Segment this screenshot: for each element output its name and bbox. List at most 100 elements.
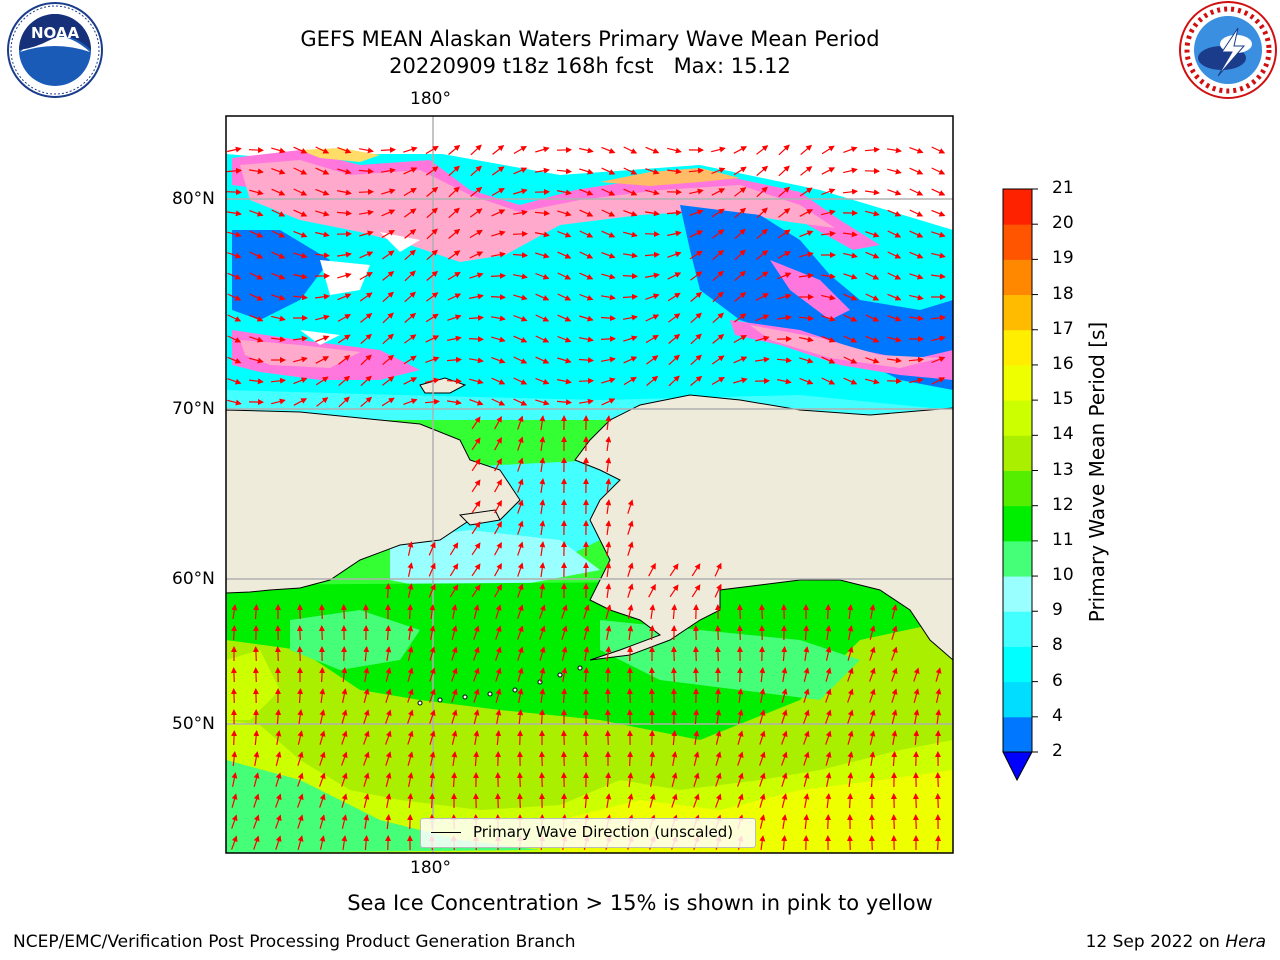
- wave-arrow: [712, 291, 724, 303]
- credit-right: 12 Sep 2022 on Hera: [940, 932, 1266, 952]
- wave-arrow: [337, 334, 351, 344]
- wave-arrow: [407, 646, 414, 661]
- wave-arrow: [363, 772, 370, 787]
- wave-arrow: [582, 730, 589, 746]
- wave-arrow: [891, 646, 898, 661]
- wave-arrow: [887, 251, 902, 259]
- wave-arrow: [275, 772, 282, 787]
- wave-arrow: [425, 377, 440, 384]
- wave-arrow: [865, 357, 880, 364]
- wave-arrow: [249, 293, 264, 301]
- wave-arrow: [473, 646, 480, 661]
- wave-arrow: [297, 772, 304, 787]
- wave-arrow: [403, 377, 418, 385]
- wave-arrow: [469, 251, 484, 259]
- wave-arrow: [449, 542, 459, 556]
- wave-arrow: [623, 335, 638, 342]
- wave-arrow: [275, 751, 282, 766]
- wave-arrow: [601, 252, 616, 259]
- wave-arrow: [512, 273, 528, 280]
- wave-arrow: [425, 313, 439, 323]
- wave-arrow: [778, 208, 791, 218]
- wave-arrow: [426, 292, 439, 302]
- wave-arrow: [821, 188, 836, 196]
- wave-arrow: [513, 398, 528, 406]
- wave-arrow: [557, 357, 572, 364]
- colorbar-segment: [1003, 540, 1032, 577]
- wave-arrow: [690, 354, 702, 366]
- wave-arrow: [337, 272, 352, 279]
- wave-arrow: [449, 584, 459, 598]
- wave-arrow: [271, 294, 286, 301]
- wave-arrow: [404, 334, 417, 344]
- wave-arrow: [491, 357, 506, 364]
- wave-arrow: [737, 688, 744, 703]
- colorbar-segment: [1003, 716, 1032, 753]
- wave-arrow: [404, 249, 416, 261]
- wave-arrow: [645, 146, 660, 154]
- wave-arrow: [471, 416, 481, 430]
- wave-arrow: [869, 604, 876, 620]
- credit-machine: Hera: [1225, 932, 1266, 952]
- wave-arrow: [512, 252, 528, 259]
- wave-arrow: [693, 772, 700, 787]
- wave-arrow: [803, 793, 810, 809]
- wave-arrow: [733, 146, 748, 154]
- wave-arrow: [756, 249, 769, 260]
- wave-arrow: [426, 228, 438, 240]
- wave-arrow: [887, 209, 902, 217]
- wave-arrow: [271, 168, 286, 175]
- wave-arrow: [249, 378, 264, 385]
- wave-arrow: [803, 688, 810, 703]
- wave-arrow: [315, 146, 330, 154]
- wave-arrow: [821, 273, 836, 280]
- wave-arrow: [468, 314, 484, 321]
- wave-arrow: [315, 314, 330, 321]
- colorbar-tick-label: 14: [1052, 424, 1074, 445]
- wave-arrow: [909, 188, 924, 196]
- wave-arrow: [491, 209, 506, 217]
- wave-arrow: [227, 335, 242, 343]
- wave-arrow: [293, 273, 308, 280]
- wave-arrow: [404, 270, 416, 282]
- wave-arrow: [231, 751, 238, 767]
- wave-arrow: [931, 188, 946, 196]
- wave-arrow: [847, 667, 854, 682]
- wave-arrow: [579, 188, 594, 196]
- wave-arrow: [363, 688, 370, 703]
- wave-arrow: [649, 751, 656, 767]
- wave-arrow: [428, 562, 436, 577]
- wave-arrow: [583, 646, 590, 662]
- wave-arrow: [821, 209, 836, 216]
- wave-arrow: [468, 336, 484, 343]
- wave-arrow: [253, 814, 260, 829]
- wave-arrow: [821, 356, 836, 364]
- wave-arrow: [447, 314, 462, 321]
- wave-arrow: [605, 436, 612, 451]
- wave-arrow: [649, 793, 656, 808]
- wave-arrow: [825, 730, 832, 745]
- wave-arrow: [622, 314, 638, 321]
- wave-arrow: [688, 167, 704, 174]
- wave-arrow: [382, 312, 394, 324]
- wave-arrow: [737, 751, 744, 766]
- wave-arrow: [781, 709, 788, 724]
- wave-arrow: [627, 541, 634, 556]
- wave-arrow: [623, 356, 638, 364]
- colorbar-tick-label: 4: [1052, 705, 1063, 726]
- wave-arrow: [230, 667, 237, 683]
- wave-arrow: [623, 188, 638, 196]
- wave-arrow: [627, 604, 634, 619]
- wave-arrow: [601, 377, 616, 384]
- wave-arrow: [759, 772, 766, 787]
- wave-arrow: [403, 398, 418, 405]
- wave-arrow: [447, 271, 461, 281]
- wave-arrow: [385, 625, 392, 641]
- wave-arrow: [473, 625, 480, 640]
- lat-label-50: 50°N: [172, 714, 215, 734]
- wave-arrow: [821, 145, 835, 155]
- wave-arrow: [714, 646, 721, 662]
- wave-arrow: [451, 667, 458, 682]
- wave-arrow: [778, 186, 791, 198]
